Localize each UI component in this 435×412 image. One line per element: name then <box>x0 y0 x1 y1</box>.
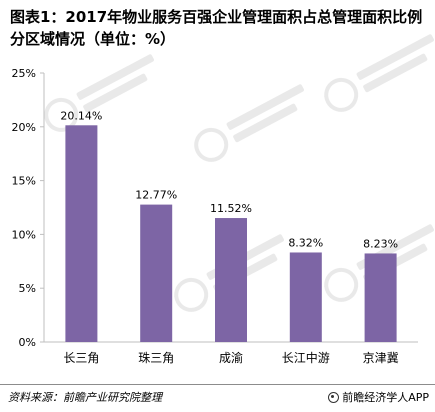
brand-logo-icon <box>328 391 340 403</box>
source-note: 资料来源：前瞻产业研究院整理 <box>8 391 162 404</box>
x-tick-label: 长江中游 <box>282 350 330 365</box>
chart-title: 图表1：2017年物业服务百强企业管理面积占总管理面积比例分区域情况（单位：%） <box>10 8 423 48</box>
bar <box>215 218 247 342</box>
data-label: 11.52% <box>210 202 252 215</box>
data-label: 8.23% <box>363 237 398 250</box>
brand: 前瞻经济学人APP <box>328 389 429 405</box>
x-tick-label: 珠三角 <box>138 351 174 365</box>
y-tick-label: 5% <box>19 282 36 295</box>
footer-divider <box>0 384 435 385</box>
bar-chart: 0% 5% 10% 15% 20% 25% 20.14% 长三角 12.77% 珠三角 11.52%… <box>12 67 418 365</box>
data-label: 12.77% <box>135 189 177 202</box>
data-label: 20.14% <box>60 109 102 122</box>
bar <box>364 253 397 342</box>
x-tick-label: 长三角 <box>63 351 99 365</box>
y-tick-label: 25% <box>12 67 36 80</box>
y-tick-label: 15% <box>12 175 36 188</box>
y-tick-label: 0% <box>19 336 36 349</box>
brand-label: 前瞻经济学人APP <box>342 391 429 404</box>
x-tick-label: 成渝 <box>219 350 243 365</box>
x-tick-label: 京津冀 <box>363 351 399 365</box>
bar <box>65 125 98 342</box>
y-tick-label: 10% <box>12 228 36 241</box>
footer: 资料来源：前瞻产业研究院整理 前瞻经济学人APP <box>0 384 435 412</box>
bar <box>140 204 173 342</box>
bar <box>289 252 322 342</box>
data-label: 8.32% <box>288 236 323 249</box>
y-tick-label: 20% <box>12 121 36 134</box>
